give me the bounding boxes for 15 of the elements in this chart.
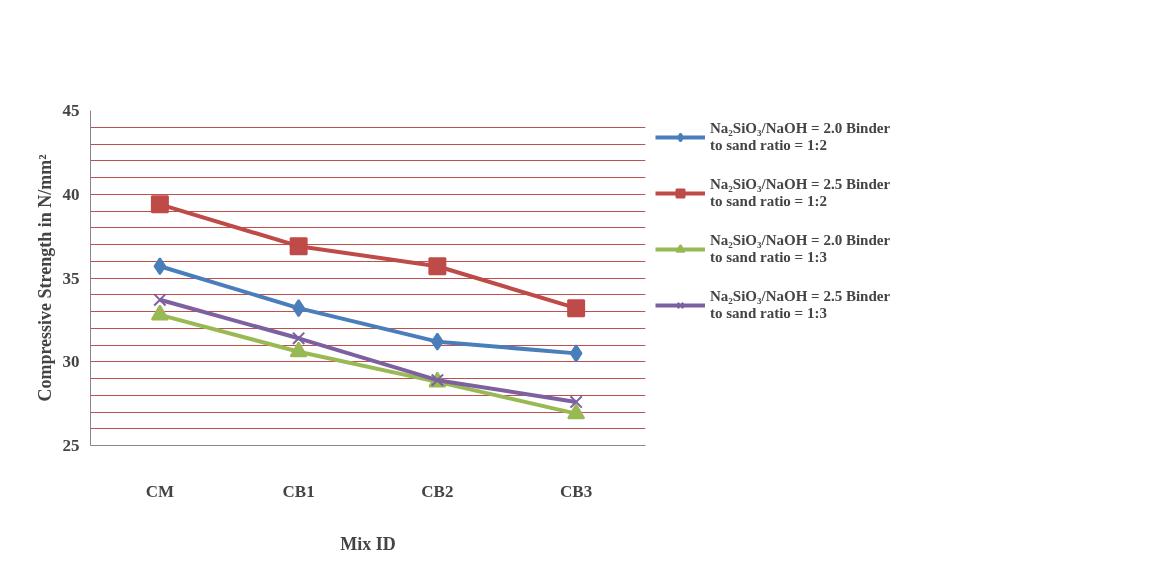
x-axis-title: Mix ID: [340, 533, 396, 554]
y-tick-label: 30: [62, 352, 80, 372]
legend-label: Na₂SiO₃/NaOH = 2.0 Binder to sand ratio = 1:2: [710, 120, 891, 154]
y-tick-label: 45: [62, 101, 80, 120]
legend-label: Na₂SiO₃/NaOH = 2.0 Binder to sand ratio = 1:3: [710, 232, 891, 266]
legend-label: Na₂SiO₃/NaOH = 2.5 Binder to sand ratio = 1:2: [710, 176, 891, 210]
x-tick-label: CB3: [560, 481, 593, 501]
y-tick-label: 35: [62, 268, 80, 288]
x-tick-label: CM: [145, 481, 175, 501]
x-tick-label: CB2: [421, 481, 454, 501]
y-tick-label: 40: [62, 184, 80, 204]
y-axis-title: Compressive Strength in N/mm²: [34, 154, 55, 402]
legend-label: Na₂SiO₃/NaOH = 2.5 Binder to sand ratio = 1:3: [710, 288, 891, 322]
y-tick-label: 25: [62, 436, 80, 455]
x-tick-label: CB1: [282, 481, 315, 501]
